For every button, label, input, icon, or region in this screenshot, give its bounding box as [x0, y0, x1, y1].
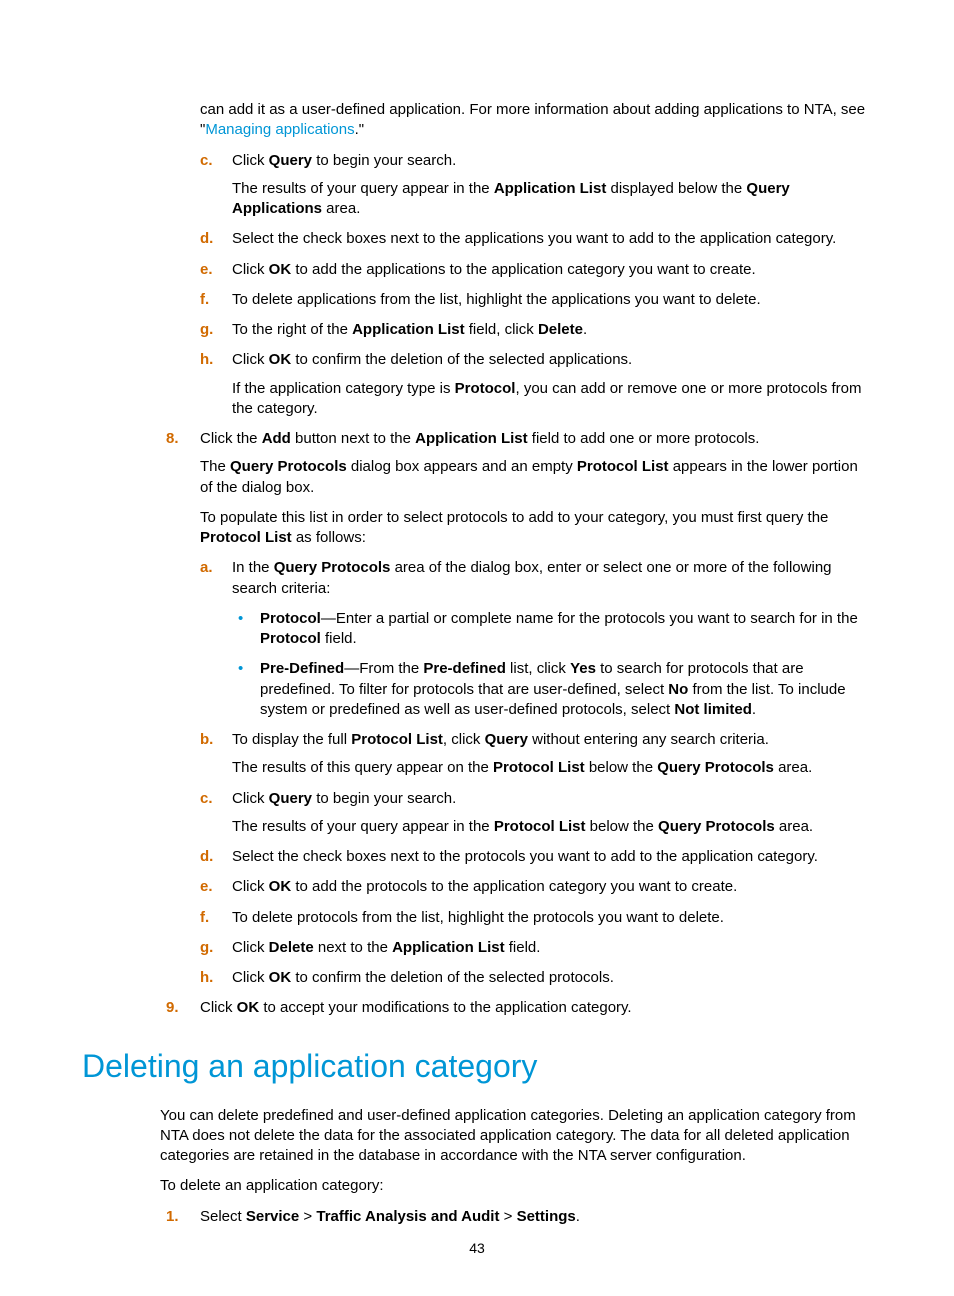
page-number: 43	[0, 1240, 954, 1256]
marker-f: f.	[200, 290, 209, 310]
marker-c: c.	[200, 789, 213, 809]
follow-text: If the application category type is Prot…	[232, 379, 872, 420]
marker-d: d.	[200, 847, 213, 867]
text: Click OK to confirm the deletion of the …	[232, 351, 632, 368]
follow-text: The results of your query appear in the …	[232, 179, 872, 220]
marker-e: e.	[200, 260, 213, 280]
substep-h: h. Click OK to confirm the deletion of t…	[200, 968, 872, 988]
substep-g: g. Click Delete next to the Application …	[200, 938, 872, 958]
substep-c: c. Click Query to begin your search. The…	[200, 151, 872, 220]
step-8-substeps: a. In the Query Protocols area of the di…	[200, 558, 872, 988]
substep-f: f. To delete protocols from the list, hi…	[200, 908, 872, 928]
continuation-block: can add it as a user-defined application…	[200, 100, 872, 141]
text: Select Service > Traffic Analysis and Au…	[200, 1208, 580, 1225]
text: Click OK to accept your modifications to…	[200, 999, 632, 1016]
text: Click Query to begin your search.	[232, 152, 456, 169]
text: To delete protocols from the list, highl…	[232, 909, 724, 926]
delete-step-1: 1. Select Service > Traffic Analysis and…	[160, 1207, 872, 1227]
substep-g: g. To the right of the Application List …	[200, 320, 872, 340]
delete-steps: 1. Select Service > Traffic Analysis and…	[160, 1207, 872, 1227]
criteria-bullets: Protocol—Enter a partial or complete nam…	[232, 609, 872, 720]
text: Click the Add button next to the Applica…	[200, 430, 759, 447]
follow-text: The Query Protocols dialog box appears a…	[200, 457, 872, 498]
step-9: 9. Click OK to accept your modifications…	[160, 998, 872, 1018]
text: Click OK to add the applications to the …	[232, 261, 756, 278]
marker-f: f.	[200, 908, 209, 928]
marker-c: c.	[200, 151, 213, 171]
marker-1: 1.	[166, 1207, 179, 1227]
text: In the Query Protocols area of the dialo…	[232, 559, 832, 596]
sub-steps-continued: c. Click Query to begin your search. The…	[200, 151, 872, 420]
substep-e: e. Click OK to add the protocols to the …	[200, 877, 872, 897]
substep-d: d. Select the check boxes next to the pr…	[200, 847, 872, 867]
text: Select the check boxes next to the appli…	[232, 230, 836, 247]
section-intro: You can delete predefined and user-defin…	[160, 1106, 872, 1167]
main-steps: 8. Click the Add button next to the Appl…	[160, 429, 872, 1019]
marker-h: h.	[200, 968, 213, 988]
page: can add it as a user-defined application…	[0, 0, 954, 1296]
marker-9: 9.	[166, 998, 179, 1018]
bullet-predefined: Pre-Defined—From the Pre-defined list, c…	[232, 659, 872, 720]
text: To delete applications from the list, hi…	[232, 291, 761, 308]
marker-e: e.	[200, 877, 213, 897]
text: Click Delete next to the Application Lis…	[232, 939, 540, 956]
marker-h: h.	[200, 350, 213, 370]
section-body: You can delete predefined and user-defin…	[160, 1106, 872, 1227]
text: ."	[355, 121, 365, 138]
substep-b: b. To display the full Protocol List, cl…	[200, 730, 872, 779]
marker-a: a.	[200, 558, 213, 578]
text: Click OK to add the protocols to the app…	[232, 878, 737, 895]
follow-text: To populate this list in order to select…	[200, 508, 872, 549]
text: To the right of the Application List fie…	[232, 321, 587, 338]
follow-text: The results of this query appear on the …	[232, 758, 872, 778]
section-heading-deleting: Deleting an application category	[82, 1045, 872, 1088]
marker-d: d.	[200, 229, 213, 249]
continuation-paragraph: can add it as a user-defined application…	[200, 100, 872, 141]
marker-g: g.	[200, 938, 213, 958]
text: Select the check boxes next to the proto…	[232, 848, 818, 865]
substep-d: d. Select the check boxes next to the ap…	[200, 229, 872, 249]
marker-8: 8.	[166, 429, 179, 449]
content-body: can add it as a user-defined application…	[82, 100, 872, 1227]
follow-text: The results of your query appear in the …	[232, 817, 872, 837]
step-8: 8. Click the Add button next to the Appl…	[160, 429, 872, 988]
managing-applications-link[interactable]: Managing applications	[205, 121, 354, 138]
marker-b: b.	[200, 730, 213, 750]
section-lead-in: To delete an application category:	[160, 1176, 872, 1196]
text: Click Query to begin your search.	[232, 790, 456, 807]
substep-c: c. Click Query to begin your search. The…	[200, 789, 872, 838]
marker-g: g.	[200, 320, 213, 340]
text: To display the full Protocol List, click…	[232, 731, 769, 748]
substep-a: a. In the Query Protocols area of the di…	[200, 558, 872, 720]
text: Click OK to confirm the deletion of the …	[232, 969, 614, 986]
substep-f: f. To delete applications from the list,…	[200, 290, 872, 310]
bullet-protocol: Protocol—Enter a partial or complete nam…	[232, 609, 872, 650]
substep-e: e. Click OK to add the applications to t…	[200, 260, 872, 280]
substep-h: h. Click OK to confirm the deletion of t…	[200, 350, 872, 419]
